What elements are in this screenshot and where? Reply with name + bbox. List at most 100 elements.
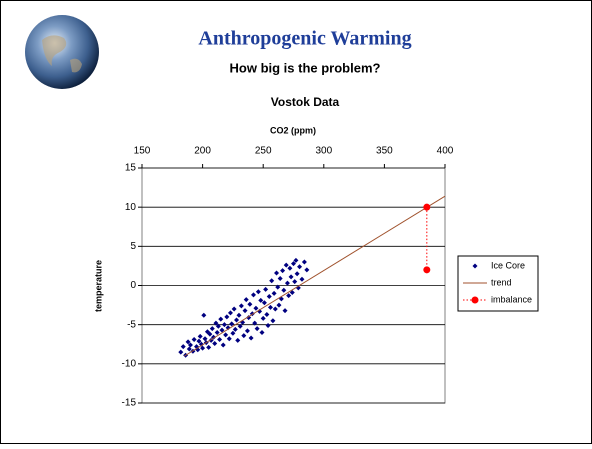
- data-point: [236, 312, 242, 318]
- data-point: [247, 301, 253, 307]
- data-point: [272, 306, 278, 312]
- data-point: [288, 274, 294, 280]
- data-point: [227, 310, 233, 316]
- chart-title: Vostok Data: [271, 95, 340, 109]
- data-point: [215, 323, 221, 329]
- data-point: [186, 346, 192, 352]
- data-point: [202, 336, 208, 342]
- data-point: [423, 266, 431, 274]
- data-point: [260, 315, 266, 321]
- data-point: [230, 330, 236, 336]
- data-point: [291, 261, 296, 267]
- data-point: [266, 293, 272, 299]
- y-tick-label: 10: [125, 202, 137, 213]
- x-tick-label: 300: [315, 146, 332, 157]
- data-point: [217, 337, 223, 343]
- data-point: [220, 342, 226, 348]
- data-point: [283, 262, 289, 268]
- data-point: [209, 326, 215, 332]
- data-point: [198, 341, 204, 347]
- data-point: [196, 338, 202, 344]
- y-tick-label: 15: [125, 163, 137, 174]
- data-point: [284, 280, 290, 286]
- data-point: [276, 302, 282, 308]
- slide-title: Anthropogenic Warming: [198, 28, 411, 50]
- legend-marker: [471, 296, 479, 304]
- data-point: [264, 311, 270, 317]
- data-point: [223, 332, 229, 338]
- data-point: [178, 349, 184, 355]
- data-point: [191, 337, 197, 343]
- data-point: [423, 203, 431, 211]
- data-point: [221, 322, 227, 328]
- data-point: [275, 284, 281, 290]
- data-point: [214, 330, 220, 335]
- data-point: [274, 270, 280, 276]
- data-point: [271, 290, 277, 296]
- data-point: [261, 300, 267, 306]
- data-point: [299, 276, 305, 282]
- data-point: [263, 286, 269, 292]
- data-point: [219, 327, 225, 333]
- legend-marker: [472, 263, 478, 269]
- data-point: [244, 328, 250, 334]
- data-point: [289, 290, 295, 296]
- x-tick-label: 400: [437, 146, 454, 157]
- data-point: [277, 275, 283, 281]
- data-point: [294, 271, 300, 277]
- earth-land: [42, 35, 82, 73]
- data-point: [297, 264, 303, 270]
- y-tick-label: 0: [130, 280, 136, 291]
- y-tick-label: -10: [122, 358, 137, 369]
- slide-subtitle: How big is the problem?: [230, 60, 381, 75]
- data-point: [232, 326, 238, 332]
- y-tick-label: 5: [130, 241, 136, 252]
- x-tick-label: 350: [376, 146, 393, 157]
- data-point: [218, 316, 224, 322]
- data-point: [255, 289, 261, 295]
- y-axis-label: temperature: [93, 260, 103, 312]
- data-point: [265, 322, 271, 328]
- series-line: [184, 195, 446, 357]
- data-point: [301, 259, 307, 265]
- data-point: [229, 321, 235, 327]
- legend-label: trend: [491, 277, 512, 287]
- data-point: [258, 297, 264, 303]
- data-point: [238, 303, 244, 309]
- data-point: [281, 287, 287, 293]
- x-axis-label: CO2 (ppm): [270, 125, 316, 135]
- x-tick-label: 150: [134, 146, 151, 157]
- data-point: [286, 293, 292, 299]
- data-point: [180, 344, 186, 350]
- data-point: [212, 340, 218, 346]
- data-point: [242, 308, 248, 314]
- earth-image: [25, 15, 99, 89]
- data-point: [282, 308, 288, 314]
- data-point: [267, 304, 273, 310]
- data-point: [269, 278, 275, 284]
- data-point: [252, 320, 258, 326]
- data-point: [200, 345, 206, 351]
- data-point: [185, 339, 191, 345]
- legend-label: Ice Core: [491, 260, 525, 270]
- data-point: [224, 314, 230, 320]
- data-point: [270, 318, 276, 324]
- data-point: [231, 306, 237, 312]
- data-point: [234, 317, 240, 323]
- data-point: [259, 330, 265, 335]
- data-point: [235, 337, 241, 343]
- data-point: [197, 333, 203, 339]
- x-tick-label: 200: [194, 146, 211, 157]
- data-point: [213, 320, 219, 326]
- data-point: [248, 335, 254, 341]
- data-point: [253, 305, 259, 311]
- data-point: [243, 297, 249, 303]
- x-tick-label: 250: [255, 146, 272, 157]
- data-point: [201, 312, 207, 318]
- data-point: [251, 292, 257, 298]
- data-point: [226, 336, 232, 342]
- data-point: [280, 268, 286, 274]
- data-point: [241, 333, 247, 339]
